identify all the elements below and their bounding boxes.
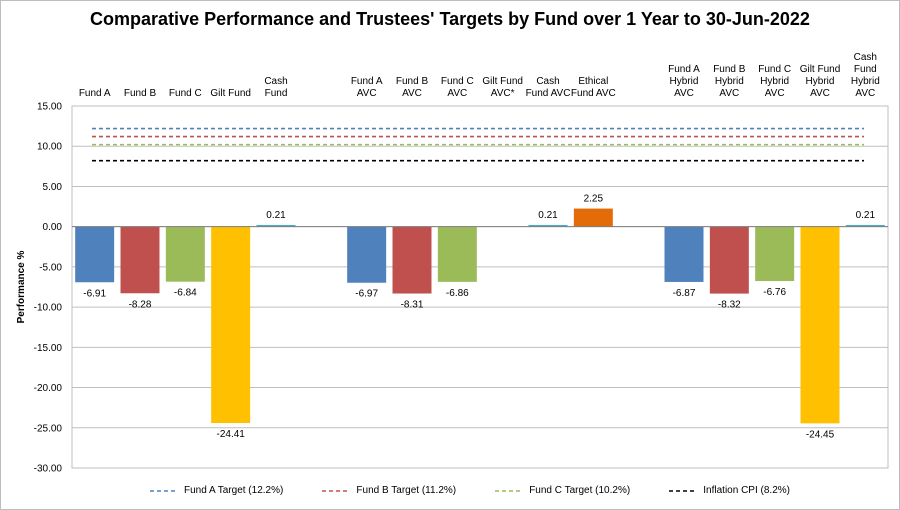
x-tick-label: Cash [854, 52, 877, 63]
x-tick-label: AVC [719, 88, 739, 99]
data-label: -24.41 [216, 429, 245, 440]
legend-item: Fund B Target (11.2%) [322, 485, 456, 496]
data-label: -6.84 [174, 288, 197, 299]
x-tick-label: Fund AVC [526, 88, 571, 99]
x-tick-label: Fund [265, 88, 288, 99]
data-label: -6.91 [83, 288, 106, 299]
x-tick-label: Fund AVC [571, 88, 616, 99]
x-tick-label: Fund A [79, 88, 111, 99]
x-tick-label: Fund B [124, 88, 157, 99]
data-label: 0.21 [266, 210, 286, 221]
data-label: -6.86 [446, 288, 469, 299]
y-tick-label: -20.00 [34, 383, 63, 394]
x-tick-label: Hybrid [760, 76, 789, 87]
x-tick-label: Cash [264, 76, 287, 87]
chart-legend: Fund A Target (12.2%) Fund B Target (11.2… [150, 485, 790, 496]
y-tick-label: -30.00 [34, 464, 63, 475]
x-tick-label: AVC [674, 88, 694, 99]
data-label: -8.28 [129, 299, 152, 310]
x-tick-label: Gilt Fund [800, 64, 841, 75]
y-tick-label: 10.00 [37, 142, 62, 153]
bar [845, 224, 885, 227]
x-tick-label: Fund C [441, 76, 474, 87]
x-tick-label: AVC [357, 88, 377, 99]
legend-swatch [495, 489, 524, 492]
plot-border [71, 105, 889, 469]
x-tick-label: Hybrid [670, 76, 699, 87]
x-tick-label: AVC [402, 88, 422, 99]
x-tick-label: Fund A [668, 64, 700, 75]
legend-swatch [150, 489, 178, 492]
bar [75, 226, 115, 283]
bar [800, 226, 840, 424]
data-label: -6.97 [355, 289, 378, 300]
legend-label: Inflation CPI (8.2%) [703, 485, 790, 496]
legend-item: Inflation CPI (8.2%) [669, 485, 790, 496]
data-label: 0.21 [538, 210, 558, 221]
bar [347, 226, 387, 283]
x-tick-label: AVC [447, 88, 467, 99]
y-tick-label: 15.00 [37, 102, 62, 113]
y-axis-label: Performance % [16, 250, 27, 323]
legend-label: Fund C Target (10.2%) [529, 485, 631, 496]
chart-title: Comparative Performance and Trustees' Ta… [90, 9, 810, 29]
x-tick-label: Hybrid [806, 76, 835, 87]
legend-item: Fund A Target (12.2%) [150, 485, 283, 496]
legend-label: Fund A Target (12.2%) [184, 485, 284, 496]
y-tick-label: -5.00 [39, 262, 62, 273]
data-label: -8.32 [718, 300, 741, 311]
legend-swatch [322, 489, 351, 492]
x-tick-label: Fund B [713, 64, 746, 75]
bar [120, 226, 160, 294]
x-tick-label: Ethical [578, 76, 608, 87]
data-label: -24.45 [806, 429, 835, 440]
legend-label: Fund B Target (11.2%) [356, 485, 457, 496]
x-tick-label: Fund C [169, 88, 202, 99]
x-tick-label: Cash [536, 76, 559, 87]
bar [573, 208, 613, 227]
bar [755, 226, 795, 282]
legend-swatch [669, 489, 698, 492]
bar [709, 226, 749, 294]
legend-item: Fund C Target (10.2%) [495, 485, 630, 496]
x-tick-label: Fund A [351, 76, 383, 87]
x-tick-label: AVC [765, 88, 785, 99]
data-label: -8.31 [401, 300, 424, 311]
x-tick-label: Fund [854, 64, 877, 75]
bar [392, 226, 432, 294]
bar [165, 226, 205, 282]
x-tick-label: Fund B [396, 76, 429, 87]
data-label: 2.25 [584, 194, 604, 205]
y-tick-label: -25.00 [34, 423, 63, 434]
x-tick-label: Hybrid [851, 76, 880, 87]
data-label: 0.21 [856, 210, 876, 221]
x-tick-label: AVC* [491, 88, 515, 99]
x-tick-label: Hybrid [715, 76, 744, 87]
x-tick-label: Gilt Fund [482, 76, 523, 87]
bar [437, 226, 477, 282]
y-tick-label: 5.00 [43, 182, 63, 193]
x-tick-label: Fund C [758, 64, 791, 75]
data-label: -6.87 [673, 288, 696, 299]
bar [256, 224, 296, 227]
bar [211, 226, 251, 424]
bar [528, 224, 568, 227]
y-tick-label: -15.00 [34, 343, 63, 354]
x-tick-label: Gilt Fund [210, 88, 251, 99]
y-tick-label: 0.00 [43, 222, 63, 233]
x-tick-label: AVC [855, 88, 875, 99]
x-tick-label: AVC [810, 88, 830, 99]
y-tick-label: -10.00 [34, 303, 63, 314]
bar [664, 226, 704, 282]
data-label: -6.76 [763, 287, 786, 298]
